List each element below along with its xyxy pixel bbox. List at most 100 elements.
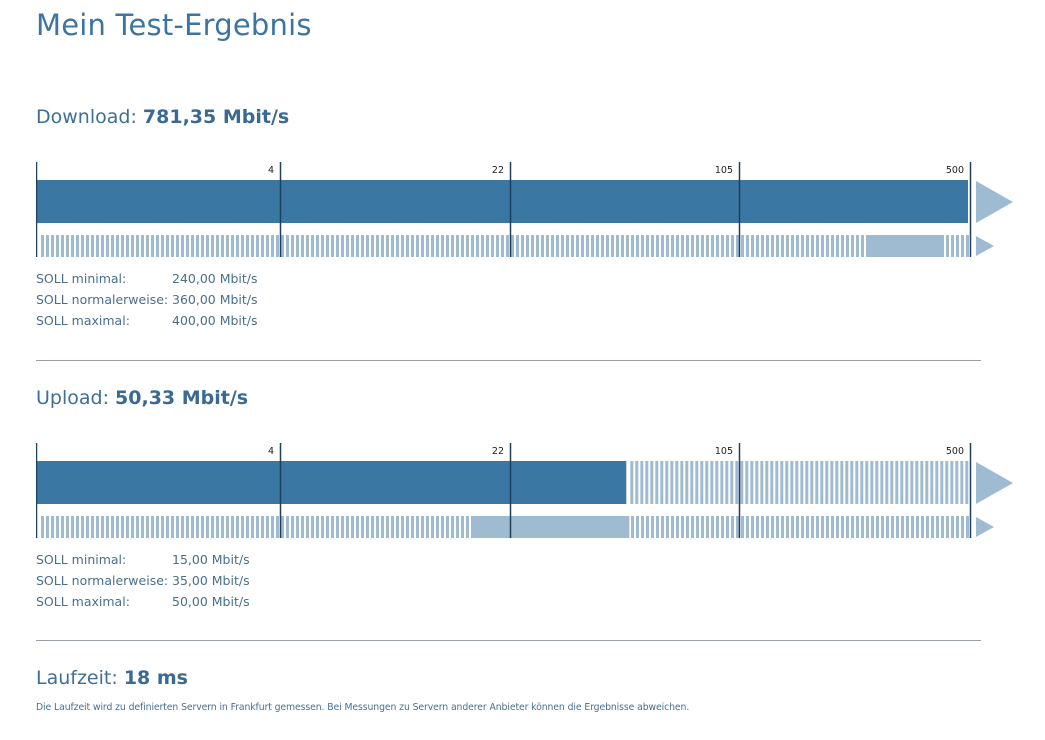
target-bar-stripe (586, 235, 589, 257)
measured-bar (36, 180, 968, 223)
target-bar-stripe (501, 235, 504, 257)
measured-remainder-stripe (675, 461, 679, 504)
target-bar-stripe (751, 516, 754, 538)
target-bar-stripe (896, 516, 899, 538)
target-bar-stripe (786, 516, 789, 538)
measured-remainder-stripe (730, 461, 734, 504)
upload-soll-list: SOLL minimal: 15,00 Mbit/s SOLL normaler… (36, 549, 250, 612)
target-bar-stripe (66, 235, 69, 257)
target-bar-stripe (81, 235, 84, 257)
target-bar-stripe (611, 235, 614, 257)
target-bar-stripe (831, 235, 834, 257)
scale-tick-label: 22 (492, 446, 504, 457)
upload-speed-gauge: 4 22 105 500 (36, 443, 1013, 538)
target-bar-stripe (661, 235, 664, 257)
soll-label: SOLL normalerweise: (36, 573, 169, 588)
target-bar-stripe (801, 516, 804, 538)
latency-value: 18 ms (123, 667, 188, 689)
target-bar-stripe (356, 235, 359, 257)
measured-remainder-stripe (810, 461, 814, 504)
target-bar-stripe (516, 235, 519, 257)
target-bar-stripe (956, 235, 959, 257)
target-bar-stripe (726, 516, 729, 538)
section-divider (36, 360, 981, 361)
measured-remainder-stripe (750, 461, 754, 504)
measured-remainder-stripe (760, 461, 764, 504)
target-range-bar (471, 516, 630, 538)
soll-row-max: SOLL maximal: 50,00 Mbit/s (36, 591, 250, 612)
target-bar-stripe (166, 516, 169, 538)
target-bar-stripe (221, 235, 224, 257)
target-bar-stripe (131, 516, 134, 538)
target-bar-stripe (941, 235, 944, 257)
target-bar-stripe (91, 235, 94, 257)
target-bar-stripe (186, 235, 189, 257)
target-bar-stripe (966, 516, 969, 538)
target-bar-stripe (701, 516, 704, 538)
target-bar-stripe (506, 235, 509, 257)
target-bar-stripe (171, 516, 174, 538)
target-bar-stripe (211, 516, 214, 538)
target-bar-stripe (256, 235, 259, 257)
latency-label: Laufzeit: (36, 667, 118, 689)
target-bar-stripe (766, 235, 769, 257)
target-bar-stripe (521, 235, 524, 257)
target-bar-stripe (836, 516, 839, 538)
soll-value: 360,00 Mbit/s (172, 292, 258, 307)
target-bar-stripe (631, 235, 634, 257)
target-bar-stripe (661, 516, 664, 538)
target-bar-stripe (316, 235, 319, 257)
target-bar-stripe (51, 516, 54, 538)
download-value: 781,35 Mbit/s (142, 106, 290, 128)
target-bar-stripe (291, 516, 294, 538)
target-bar-stripe (791, 516, 794, 538)
soll-label: SOLL normalerweise: (36, 292, 169, 307)
target-bar-stripe (476, 235, 479, 257)
target-bar-stripe (381, 235, 384, 257)
target-bar-stripe (921, 516, 924, 538)
target-bar-stripe (361, 516, 364, 538)
measured-remainder-stripe (660, 461, 664, 504)
target-bar-stripe (706, 235, 709, 257)
target-bar-stripe (156, 235, 159, 257)
target-bar-stripe (371, 235, 374, 257)
measured-remainder-stripe (835, 461, 839, 504)
measured-remainder-stripe (885, 461, 889, 504)
target-bar-stripe (731, 516, 734, 538)
target-bar-stripe (251, 235, 254, 257)
scale-tick-label: 105 (715, 165, 733, 176)
target-bar-stripe (546, 235, 549, 257)
measured-remainder-stripe (745, 461, 749, 504)
target-bar-stripe (776, 235, 779, 257)
target-bar-stripe (771, 235, 774, 257)
soll-value: 400,00 Mbit/s (172, 313, 258, 328)
target-bar-stripe (716, 516, 719, 538)
measured-remainder-stripe (820, 461, 824, 504)
target-bar-stripe (381, 516, 384, 538)
target-bar-stripe (821, 516, 824, 538)
target-bar-stripe (741, 235, 744, 257)
measured-remainder-stripe (770, 461, 774, 504)
measured-remainder-stripe (635, 461, 639, 504)
target-bar-stripe (701, 235, 704, 257)
target-bar-stripe (231, 516, 234, 538)
target-bar-stripe (176, 235, 179, 257)
target-bar-stripe (71, 516, 74, 538)
measured-remainder-stripe (880, 461, 884, 504)
measured-remainder-stripe (765, 461, 769, 504)
soll-row-min: SOLL minimal: 240,00 Mbit/s (36, 268, 258, 289)
target-bar-stripe (691, 516, 694, 538)
target-bar-stripe (426, 516, 429, 538)
target-bar-stripe (621, 235, 624, 257)
measured-remainder-stripe (930, 461, 934, 504)
target-bar-stripe (771, 516, 774, 538)
target-bar-stripe (56, 235, 59, 257)
target-bar-stripe (466, 235, 469, 257)
download-heading: Download: 781,35 Mbit/s (36, 106, 289, 128)
target-bar-stripe (306, 235, 309, 257)
target-bar-stripe (46, 516, 49, 538)
target-bar-stripe (656, 516, 659, 538)
target-bar-stripe (511, 235, 514, 257)
target-range-bar (867, 235, 942, 257)
